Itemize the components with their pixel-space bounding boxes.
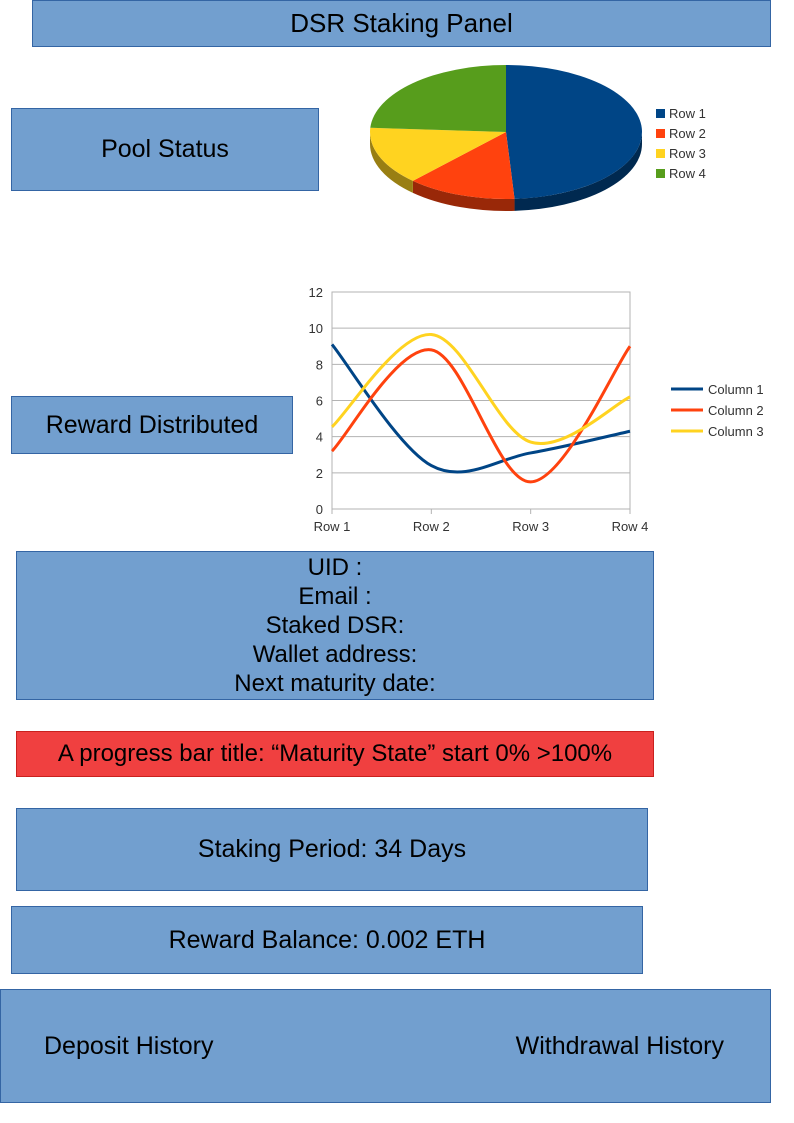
legend-swatch — [656, 169, 665, 178]
staked-dsr-label: Staked DSR: — [265, 612, 405, 639]
pie-slice-side — [370, 132, 413, 193]
pool-status-text: Pool Status — [101, 135, 229, 163]
pie-slice-side — [514, 132, 642, 211]
legend-label: Column 1 — [708, 382, 764, 397]
y-tick-label: 6 — [316, 394, 323, 409]
series-line — [330, 345, 632, 484]
reward-line-chart: 0 2 4 6 8 10 12 Row 1 Row 2 Row 3 Row 4 Column 1 Col… — [309, 285, 764, 534]
pie-slice-side — [412, 180, 515, 212]
pie-slice — [506, 65, 642, 199]
y-tick-label: 8 — [316, 357, 323, 372]
legend-swatch — [656, 149, 665, 158]
pool-status-pie-chart: Row 1 Row 2 Row 3 Row 4 — [370, 65, 706, 212]
series-line — [330, 343, 631, 474]
uid-label: UID : — [307, 554, 363, 581]
reward-balance-text: Reward Balance: 0.002 ETH — [168, 925, 486, 954]
maturity-progress-bar: A progress bar title: “Maturity State” s… — [16, 731, 654, 777]
history-panel: Deposit History Withdrawal History — [0, 989, 771, 1103]
x-tick-label: Row 4 — [612, 519, 649, 534]
y-tick-label: 10 — [309, 321, 323, 336]
pool-status-label: Pool Status — [11, 108, 319, 191]
legend-swatch — [656, 129, 665, 138]
deposit-history-button[interactable]: Deposit History — [44, 1031, 214, 1060]
page-title: DSR Staking Panel — [32, 0, 771, 47]
x-tick-label: Row 2 — [413, 519, 450, 534]
legend-swatch — [656, 109, 665, 118]
legend-label: Row 4 — [669, 166, 706, 181]
y-tick-label: 0 — [316, 502, 323, 517]
reward-distributed-text: Reward Distributed — [45, 410, 259, 439]
pie-slice — [412, 132, 515, 200]
legend-label: Column 2 — [708, 403, 764, 418]
page-title-text: DSR Staking Panel — [290, 8, 513, 38]
staking-period: Staking Period: 34 Days — [16, 808, 648, 891]
reward-distributed-label: Reward Distributed — [11, 396, 293, 454]
pie-slice — [370, 127, 506, 181]
x-tick-label: Row 1 — [314, 519, 351, 534]
withdrawal-history-button[interactable]: Withdrawal History — [515, 1031, 724, 1060]
series-line — [330, 332, 631, 446]
y-tick-label: 12 — [309, 285, 323, 300]
user-info-panel: UID : Email : Staked DSR: Wallet address… — [16, 551, 654, 700]
legend-label: Row 1 — [669, 106, 706, 121]
pie-slice — [370, 65, 506, 132]
next-maturity-label: Next maturity date: — [234, 670, 436, 697]
plot-frame — [331, 291, 631, 510]
email-label: Email : — [298, 583, 372, 610]
legend-label: Row 2 — [669, 126, 706, 141]
reward-balance: Reward Balance: 0.002 ETH — [11, 906, 643, 974]
staking-period-text: Staking Period: 34 Days — [197, 835, 467, 863]
wallet-address-label: Wallet address: — [252, 641, 418, 668]
maturity-progress-text: A progress bar title: “Maturity State” s… — [57, 740, 613, 767]
y-tick-label: 4 — [316, 430, 323, 445]
y-tick-label: 2 — [316, 466, 323, 481]
legend-label: Row 3 — [669, 146, 706, 161]
legend-label: Column 3 — [708, 424, 764, 439]
x-tick-label: Row 3 — [512, 519, 549, 534]
